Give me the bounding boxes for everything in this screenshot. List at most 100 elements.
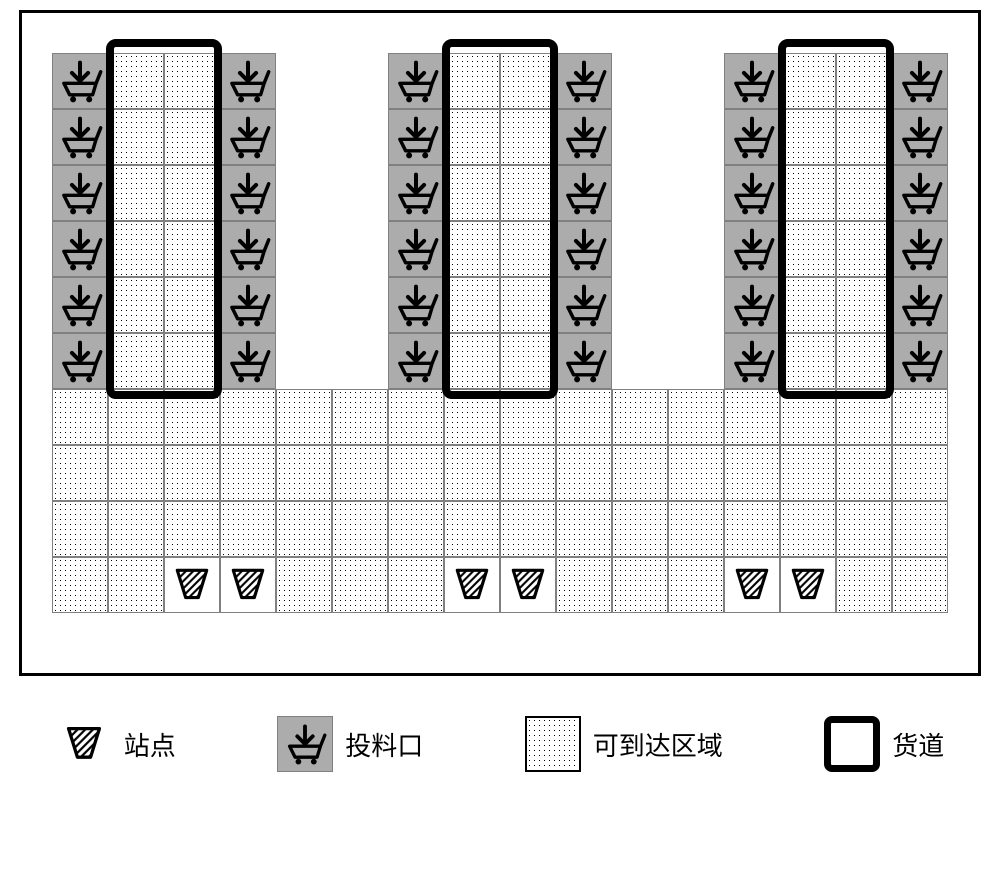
cell-feed (52, 221, 108, 277)
cell-feed (52, 333, 108, 389)
cell-feed (388, 333, 444, 389)
cell-dotted (52, 501, 108, 557)
cell-dotted (836, 277, 892, 333)
cell-dotted (332, 501, 388, 557)
cell-dotted (444, 333, 500, 389)
cell-dotted (108, 221, 164, 277)
cell-dotted (556, 389, 612, 445)
cell-feed (388, 221, 444, 277)
cell-blank (612, 221, 668, 277)
legend-item-reachable: 可到达区域 (525, 716, 723, 772)
cell-feed (220, 109, 276, 165)
cell-dotted (724, 501, 780, 557)
cell-blank (332, 277, 388, 333)
cell-dotted (276, 389, 332, 445)
legend-swatch-feed (277, 716, 333, 772)
cell-feed (892, 277, 948, 333)
cell-dotted (780, 333, 836, 389)
cell-dotted (780, 389, 836, 445)
cell-feed (388, 277, 444, 333)
legend-swatch-station (56, 716, 112, 772)
cell-dotted (164, 109, 220, 165)
cell-feed (556, 53, 612, 109)
cell-station (780, 557, 836, 613)
cell-dotted (220, 389, 276, 445)
cell-dotted (500, 109, 556, 165)
cell-dotted (388, 501, 444, 557)
legend-swatch-lane (824, 716, 880, 772)
cell-dotted (836, 501, 892, 557)
cell-feed (220, 165, 276, 221)
cell-feed (556, 109, 612, 165)
cell-dotted (52, 389, 108, 445)
cell-blank (668, 221, 724, 277)
cell-feed (892, 333, 948, 389)
cell-blank (276, 109, 332, 165)
cell-feed (724, 165, 780, 221)
cell-dotted (108, 277, 164, 333)
cell-station (220, 557, 276, 613)
cell-dotted (108, 53, 164, 109)
cell-dotted (892, 557, 948, 613)
cell-dotted (276, 445, 332, 501)
legend-label: 货道 (892, 726, 944, 763)
warehouse-grid (52, 53, 948, 613)
cell-feed (52, 109, 108, 165)
cell-dotted (444, 501, 500, 557)
cell-feed (220, 53, 276, 109)
cell-dotted (444, 53, 500, 109)
legend-label: 投料口 (345, 726, 423, 763)
legend: 站点 投料口 可到达区域 货道 (20, 716, 980, 772)
cell-feed (220, 333, 276, 389)
cell-dotted (612, 389, 668, 445)
cell-dotted (892, 445, 948, 501)
cell-feed (52, 165, 108, 221)
cell-dotted (892, 501, 948, 557)
cell-blank (276, 165, 332, 221)
cell-dotted (668, 445, 724, 501)
cell-dotted (836, 333, 892, 389)
diagram-frame (19, 10, 981, 676)
cell-station (724, 557, 780, 613)
cell-dotted (108, 445, 164, 501)
cell-feed (556, 221, 612, 277)
cell-dotted (500, 445, 556, 501)
cell-dotted (612, 501, 668, 557)
cell-feed (556, 277, 612, 333)
cell-dotted (164, 221, 220, 277)
cell-blank (332, 109, 388, 165)
cell-dotted (836, 557, 892, 613)
cell-blank (276, 277, 332, 333)
cell-dotted (500, 389, 556, 445)
cell-dotted (780, 165, 836, 221)
cell-dotted (332, 389, 388, 445)
cell-feed (724, 277, 780, 333)
cell-dotted (500, 277, 556, 333)
cell-blank (668, 165, 724, 221)
cell-blank (332, 333, 388, 389)
legend-item-station: 站点 (56, 716, 176, 772)
cell-dotted (724, 445, 780, 501)
cell-dotted (444, 445, 500, 501)
cell-dotted (388, 445, 444, 501)
cell-blank (612, 277, 668, 333)
cell-blank (276, 53, 332, 109)
cell-dotted (444, 221, 500, 277)
cell-feed (556, 165, 612, 221)
cell-dotted (836, 445, 892, 501)
cell-feed (892, 53, 948, 109)
cell-dotted (108, 557, 164, 613)
cell-feed (724, 109, 780, 165)
cell-dotted (836, 389, 892, 445)
cell-dotted (388, 557, 444, 613)
cell-feed (892, 221, 948, 277)
legend-label: 可到达区域 (593, 726, 723, 763)
cell-dotted (612, 557, 668, 613)
cell-feed (892, 165, 948, 221)
cell-blank (668, 109, 724, 165)
cell-dotted (668, 557, 724, 613)
cell-dotted (164, 501, 220, 557)
cell-dotted (332, 445, 388, 501)
cell-dotted (724, 389, 780, 445)
cell-blank (332, 53, 388, 109)
